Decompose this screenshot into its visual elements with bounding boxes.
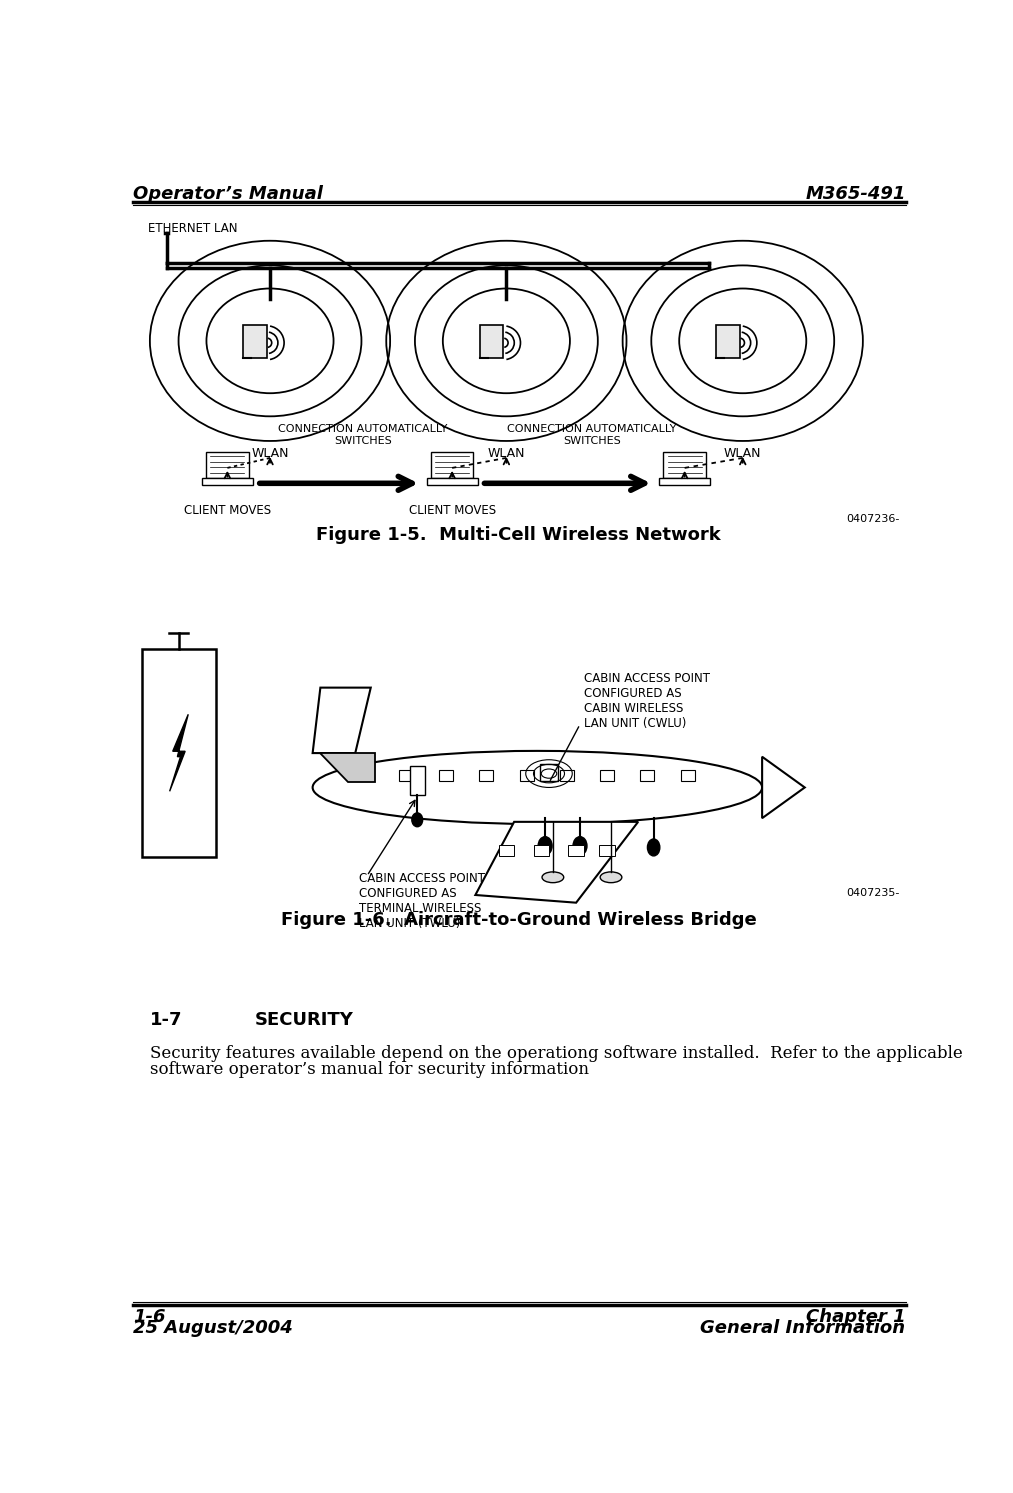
Text: 25 August/2004: 25 August/2004 [133,1318,293,1336]
Bar [640,770,654,781]
Text: General Information: General Information [700,1318,906,1336]
Polygon shape [475,821,638,903]
Text: Security features available depend on the operationg software installed.  Refer : Security features available depend on th… [150,1045,962,1063]
Ellipse shape [542,872,563,882]
Bar [439,770,453,781]
Bar [560,770,573,781]
Text: Chapter 1: Chapter 1 [806,1308,906,1326]
Text: 0407235-: 0407235- [847,887,901,897]
Text: Figure 1-6.  Aircraft-to-Ground Wireless Bridge: Figure 1-6. Aircraft-to-Ground Wireless … [281,911,757,929]
Bar [664,452,706,478]
Bar [479,770,493,781]
Bar [243,325,267,358]
Text: Operator’s Manual: Operator’s Manual [133,185,323,203]
Ellipse shape [313,751,762,824]
Text: software operator’s manual for security information: software operator’s manual for security … [150,1062,589,1078]
Text: 1-7: 1-7 [150,1011,182,1029]
Text: ETHERNET LAN: ETHERNET LAN [148,222,238,236]
Bar [520,770,534,781]
Bar [431,452,473,478]
Polygon shape [169,714,188,791]
Text: 0407236-: 0407236- [847,514,901,524]
Text: SECURITY: SECURITY [254,1011,354,1029]
Text: CONNECTION AUTOMATICALLY
SWITCHES: CONNECTION AUTOMATICALLY SWITCHES [279,424,448,445]
Polygon shape [762,757,804,818]
Polygon shape [320,752,375,782]
Bar [409,766,425,796]
Bar [600,845,615,855]
Bar [480,325,503,358]
Ellipse shape [412,812,422,827]
Bar [568,845,583,855]
Text: CLIENT MOVES: CLIENT MOVES [183,505,270,517]
Text: 1-6: 1-6 [133,1308,165,1326]
Text: CABIN ACCESS POINT
CONFIGURED AS
CABIN WIRELESS
LAN UNIT (CWLU): CABIN ACCESS POINT CONFIGURED AS CABIN W… [583,672,710,730]
Text: WLAN: WLAN [724,446,762,460]
Bar [498,845,515,855]
Text: CABIN ACCESS POINT
CONFIGURED AS
TERMINAL WIRELESS
LAN UNIT (TWLU): CABIN ACCESS POINT CONFIGURED AS TERMINA… [360,872,485,930]
Bar [716,325,739,358]
Text: CLIENT MOVES: CLIENT MOVES [408,505,495,517]
Bar [600,770,614,781]
Bar [534,845,549,855]
Ellipse shape [573,836,587,855]
Text: CONNECTION AUTOMATICALLY
SWITCHES: CONNECTION AUTOMATICALLY SWITCHES [506,424,677,445]
Ellipse shape [600,872,622,882]
Bar [142,649,216,857]
Bar [206,452,248,478]
Text: WLAN: WLAN [251,446,289,460]
Bar [399,770,412,781]
Text: Figure 1-5.  Multi-Cell Wireless Network: Figure 1-5. Multi-Cell Wireless Network [316,526,721,543]
Ellipse shape [647,839,659,855]
Bar [681,770,695,781]
Bar [659,478,710,485]
Text: WLAN: WLAN [487,446,525,460]
Bar [426,478,478,485]
Bar [202,478,253,485]
Text: M365-491: M365-491 [805,185,906,203]
Bar [540,764,558,781]
Polygon shape [313,688,371,752]
Ellipse shape [538,836,552,855]
